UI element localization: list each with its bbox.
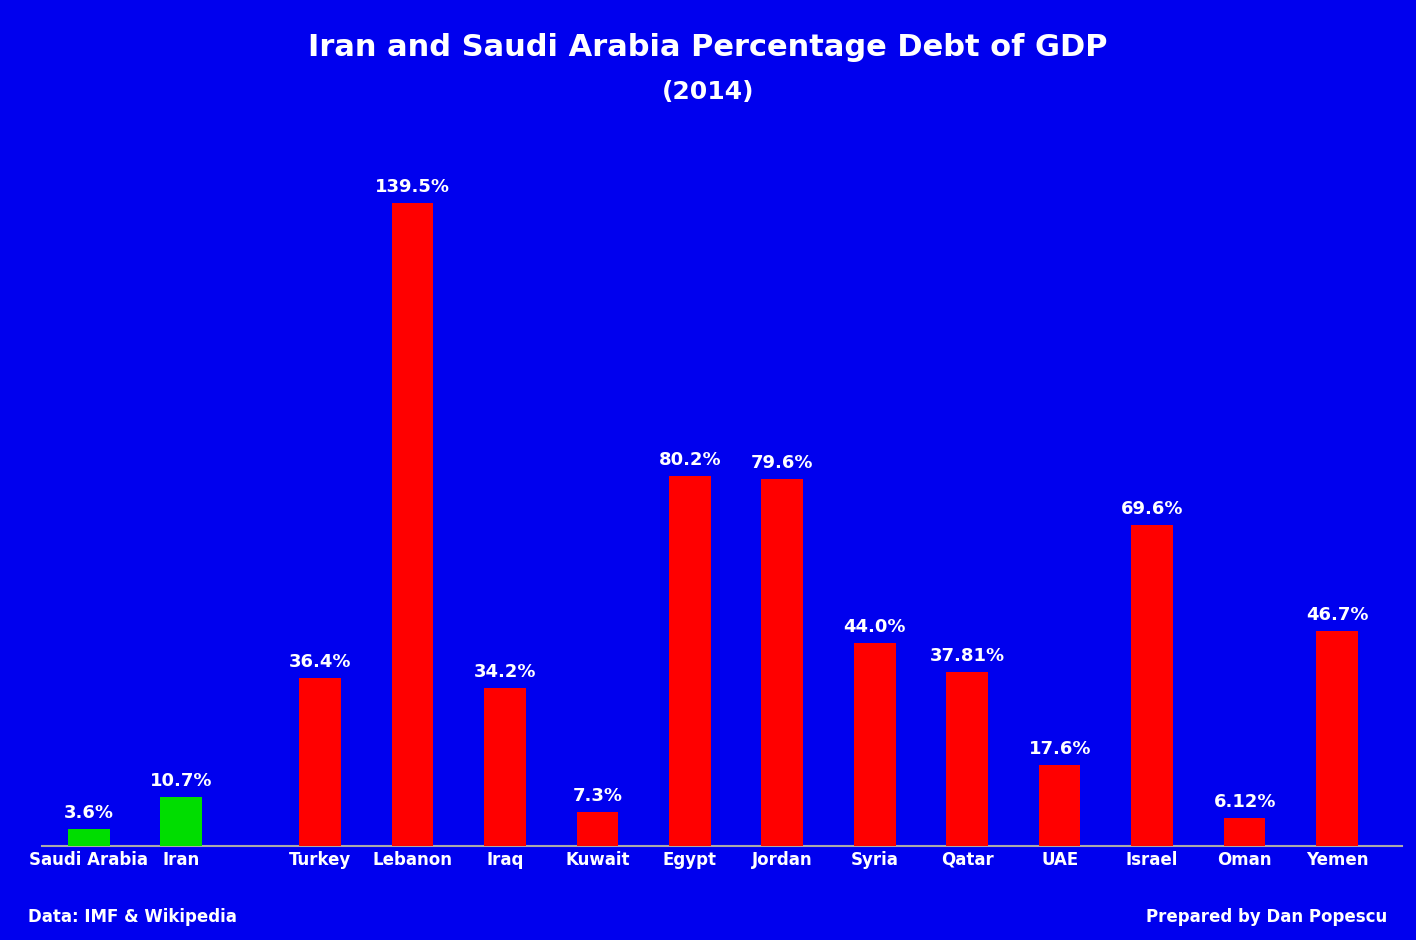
Text: (2014): (2014) [661,80,755,104]
Text: 3.6%: 3.6% [64,805,113,822]
Text: Iran and Saudi Arabia Percentage Debt of GDP: Iran and Saudi Arabia Percentage Debt of… [309,33,1107,62]
Text: 7.3%: 7.3% [572,788,622,806]
Bar [484,688,525,846]
Text: 17.6%: 17.6% [1028,740,1090,758]
Bar [299,679,341,846]
Text: 139.5%: 139.5% [375,178,450,196]
Bar [1223,818,1266,846]
Bar [946,672,988,846]
Bar [854,643,895,846]
Text: 6.12%: 6.12% [1214,792,1276,811]
Bar [762,479,803,846]
Text: 46.7%: 46.7% [1306,606,1368,624]
Text: 44.0%: 44.0% [844,619,906,636]
Bar [68,829,109,846]
Text: Prepared by Dan Popescu: Prepared by Dan Popescu [1147,908,1388,926]
Text: 37.81%: 37.81% [930,647,1005,665]
Bar [576,812,619,846]
Text: 79.6%: 79.6% [750,454,814,472]
Bar [392,203,433,846]
Bar [668,477,711,846]
Text: 34.2%: 34.2% [473,664,537,682]
Text: 36.4%: 36.4% [289,653,351,671]
Bar [1317,631,1358,846]
Text: Data: IMF & Wikipedia: Data: IMF & Wikipedia [28,908,238,926]
Text: 80.2%: 80.2% [658,451,721,469]
Bar [1131,525,1172,846]
Text: 69.6%: 69.6% [1121,500,1184,518]
Text: 10.7%: 10.7% [150,772,212,790]
Bar [1039,765,1080,846]
Bar [160,797,202,846]
